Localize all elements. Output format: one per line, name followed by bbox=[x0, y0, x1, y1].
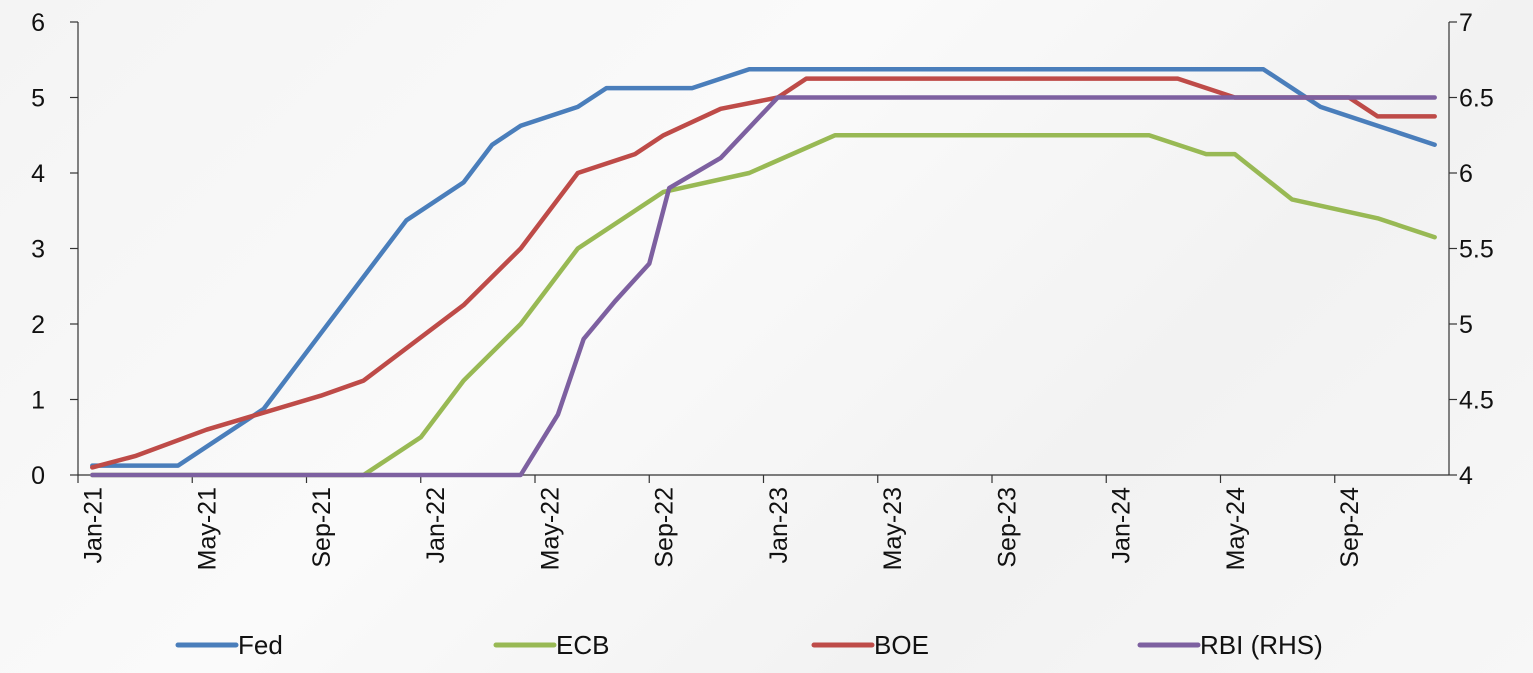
series-line-fed bbox=[90, 66, 1437, 468]
legend-item-fed: Fed bbox=[175, 630, 283, 660]
x-tick-label: May-23 bbox=[879, 487, 907, 570]
legend-label: ECB bbox=[556, 630, 609, 660]
y-right-tick-label: 5 bbox=[1459, 311, 1473, 339]
x-tick-label: Jan-24 bbox=[1108, 487, 1136, 564]
x-tick-label: Sep-24 bbox=[1336, 487, 1364, 568]
x-tick-label: Sep-22 bbox=[651, 487, 679, 568]
x-tick-label: Jan-21 bbox=[79, 487, 107, 563]
legend-item-rbi-rhs: RBI (RHS) bbox=[1137, 630, 1323, 660]
y-left-tick-label: 3 bbox=[31, 236, 45, 264]
series-line-boe bbox=[90, 76, 1437, 470]
chart-axes: 0 1 2 3 4 5 6 4 4.5 5 5.5 6 6.5 7 Jan-21 May-21 Sep-21 Ja… bbox=[31, 9, 1494, 570]
y-right-tick-label: 4 bbox=[1459, 462, 1473, 490]
y-left-tick-label: 1 bbox=[31, 387, 45, 415]
y-left-tick-label: 5 bbox=[31, 85, 45, 113]
y-left-tick-label: 0 bbox=[31, 462, 45, 490]
y-right-tick-label: 7 bbox=[1459, 9, 1473, 37]
x-tick-label: Jan-22 bbox=[422, 487, 450, 563]
y-left-tick-label: 4 bbox=[31, 160, 45, 188]
legend-item-ecb: ECB bbox=[493, 630, 609, 660]
y-right-tick-label: 6 bbox=[1459, 160, 1473, 188]
y-left-tick-label: 2 bbox=[31, 311, 45, 339]
y-left-tick-label: 6 bbox=[31, 9, 45, 37]
legend-item-boe: BOE bbox=[811, 630, 929, 660]
y-right-tick-label: 5.5 bbox=[1459, 236, 1494, 264]
x-tick-label: May-22 bbox=[536, 487, 564, 570]
x-tick-label: Jan-23 bbox=[765, 487, 793, 563]
chart-legend: Fed ECB BOE RBI (RHS) bbox=[175, 630, 1323, 660]
legend-label: BOE bbox=[874, 630, 929, 660]
series-line-ecb bbox=[90, 133, 1437, 478]
legend-label: Fed bbox=[238, 630, 283, 660]
x-tick-label: May-21 bbox=[194, 487, 222, 570]
x-tick-label: Sep-23 bbox=[993, 487, 1021, 568]
series-line-rbi-rhs bbox=[90, 95, 1437, 478]
y-right-tick-label: 6.5 bbox=[1459, 85, 1494, 113]
chart-series bbox=[90, 66, 1437, 478]
legend-label: RBI (RHS) bbox=[1200, 630, 1323, 660]
x-tick-label: Sep-21 bbox=[308, 487, 336, 568]
y-right-tick-label: 4.5 bbox=[1459, 387, 1494, 415]
x-tick-label: May-24 bbox=[1222, 487, 1250, 570]
